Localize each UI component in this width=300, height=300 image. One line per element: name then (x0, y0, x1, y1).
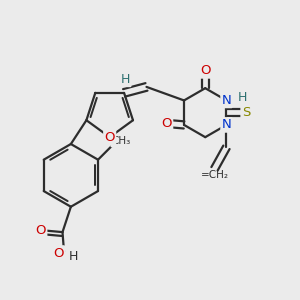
Text: N: N (222, 118, 231, 131)
Text: H: H (238, 91, 247, 104)
Text: O: O (200, 64, 211, 77)
Text: =CH₂: =CH₂ (200, 170, 229, 180)
Text: O: O (53, 247, 64, 260)
Text: H: H (69, 250, 79, 262)
Text: O: O (161, 117, 172, 130)
Text: S: S (242, 106, 250, 119)
Text: N: N (222, 94, 231, 107)
Text: H: H (121, 73, 130, 86)
Text: O: O (36, 224, 46, 237)
Text: CH₃: CH₃ (112, 136, 131, 146)
Text: O: O (104, 131, 115, 144)
